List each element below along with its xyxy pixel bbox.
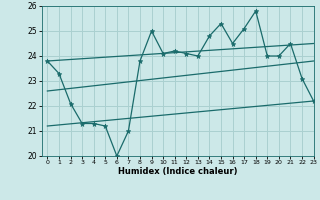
X-axis label: Humidex (Indice chaleur): Humidex (Indice chaleur) — [118, 167, 237, 176]
